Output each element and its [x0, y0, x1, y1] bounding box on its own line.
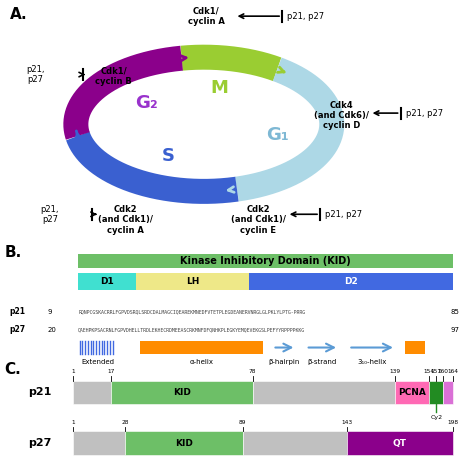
Text: S: S	[162, 147, 175, 165]
Text: 1: 1	[72, 369, 75, 374]
Text: 160: 160	[438, 369, 449, 374]
Text: 1: 1	[72, 420, 75, 425]
Text: M: M	[211, 79, 228, 98]
Text: QT: QT	[393, 439, 407, 447]
Bar	[248, 273, 453, 290]
Text: Cdk1/
cyclin A: Cdk1/ cyclin A	[188, 7, 225, 26]
Text: PCNA: PCNA	[398, 388, 426, 397]
Bar	[394, 380, 429, 404]
Text: 143: 143	[341, 420, 352, 425]
Bar	[253, 380, 394, 404]
Text: p27: p27	[9, 325, 26, 334]
Text: 97: 97	[450, 327, 459, 333]
Text: p21: p21	[9, 307, 26, 316]
Text: Cdk2
(and Cdk1)/
cyclin A: Cdk2 (and Cdk1)/ cyclin A	[98, 205, 153, 235]
Text: 164: 164	[447, 369, 458, 374]
Bar	[405, 341, 425, 354]
Text: D1: D1	[100, 277, 114, 286]
Text: p21,
p27: p21, p27	[26, 65, 45, 84]
Bar	[140, 341, 263, 354]
Text: KID: KID	[175, 439, 193, 447]
Text: 20: 20	[47, 327, 56, 333]
Text: Cdk4
(and Cdk6)/
cyclin D: Cdk4 (and Cdk6)/ cyclin D	[314, 101, 369, 130]
Bar	[78, 254, 453, 268]
Text: 3₁₀-helix: 3₁₀-helix	[357, 358, 387, 364]
Text: 157: 157	[431, 369, 442, 374]
Bar	[429, 380, 443, 404]
Text: p21, p27: p21, p27	[325, 210, 362, 219]
Text: KID: KID	[173, 388, 191, 397]
Text: Cdk2
(and Cdk1)/
cyclin E: Cdk2 (and Cdk1)/ cyclin E	[231, 205, 286, 235]
Bar	[111, 380, 253, 404]
Bar	[347, 431, 453, 455]
Text: LH: LH	[186, 277, 199, 286]
Bar	[73, 431, 126, 455]
Text: 154: 154	[424, 369, 435, 374]
Bar	[73, 380, 111, 404]
Text: Cy2: Cy2	[430, 415, 442, 420]
Text: β-strand: β-strand	[308, 358, 337, 364]
Text: p21: p21	[28, 387, 52, 397]
Text: RQNPCGSKACRRLFGPVDSRQLSRDCDALMAGCIQEAREKMNEDFVTETPLEGDEANERVNRGLGLPKLYLPTG-PRRG: RQNPCGSKACRRLFGPVDSRQLSRDCDALMAGCIQEAREK…	[78, 309, 305, 314]
Text: Kinase Inhibitory Domain (KID): Kinase Inhibitory Domain (KID)	[180, 256, 351, 266]
Text: 9: 9	[47, 309, 52, 315]
Text: 78: 78	[249, 369, 256, 374]
Text: p21, p27: p21, p27	[406, 109, 443, 118]
Text: p21,
p27: p21, p27	[40, 204, 59, 224]
Text: B.: B.	[5, 245, 22, 260]
Text: p27: p27	[28, 438, 52, 448]
Text: D2: D2	[344, 277, 357, 286]
Text: A.: A.	[9, 8, 27, 23]
Text: β-hairpin: β-hairpin	[269, 358, 300, 364]
Text: 198: 198	[447, 420, 458, 425]
Text: 89: 89	[239, 420, 246, 425]
Bar	[136, 273, 248, 290]
Bar	[78, 273, 136, 290]
Text: 85: 85	[450, 309, 459, 315]
Text: 139: 139	[389, 369, 400, 374]
Text: Cdk1/
cyclin B: Cdk1/ cyclin B	[95, 66, 132, 85]
Text: QAEHPKPSACRNLFGPVDHELLTRDLEKHECRDMEEASCRKMNFDFQNHKPLEGKYEMQEVEKGSLPEFYYRPPPPKKG: QAEHPKPSACRNLFGPVDHELLTRDLEKHECRDMEEASCR…	[78, 327, 305, 333]
Bar	[126, 431, 243, 455]
Text: α-helix: α-helix	[190, 358, 213, 364]
Text: 17: 17	[107, 369, 114, 374]
Bar	[443, 380, 453, 404]
Text: Extended: Extended	[81, 358, 114, 364]
Text: p21, p27: p21, p27	[287, 12, 324, 21]
Bar	[243, 431, 347, 455]
Text: C.: C.	[5, 362, 21, 377]
Text: G₁: G₁	[266, 126, 289, 144]
Text: G₂: G₂	[135, 94, 157, 112]
Text: 28: 28	[122, 420, 129, 425]
